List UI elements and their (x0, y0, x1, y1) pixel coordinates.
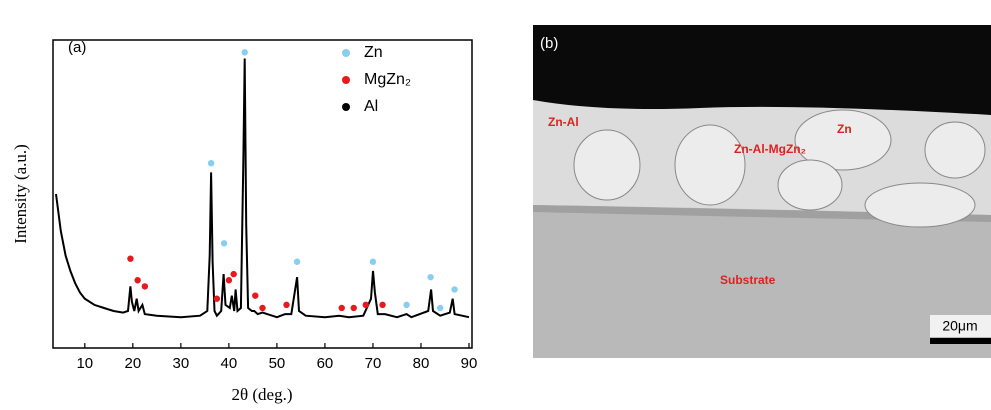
x-tick-label: 30 (173, 355, 190, 372)
legend-marker (342, 76, 350, 84)
peak-marker (230, 271, 236, 277)
x-tick-label: 80 (413, 355, 430, 372)
panel-label: (b) (540, 35, 558, 52)
peak-marker (214, 296, 220, 302)
x-axis-label: 2θ (deg.) (231, 385, 292, 404)
peak-marker (403, 302, 409, 308)
phase-label: Zn-Al (548, 115, 579, 129)
x-tick-label: 60 (317, 355, 334, 372)
x-tick-label: 10 (76, 355, 93, 372)
peak-marker (142, 283, 148, 289)
sem-image (533, 25, 991, 358)
legend-label: Zn (364, 44, 383, 61)
panel-label: (a) (68, 39, 86, 56)
peak-marker (259, 305, 265, 311)
legend-label: MgZn₂ (364, 71, 411, 88)
peak-marker (252, 292, 258, 298)
phase-label: Substrate (720, 273, 776, 287)
peak-marker (127, 255, 133, 261)
peak-marker (379, 302, 385, 308)
phase-label: Zn (837, 122, 852, 136)
peak-marker (363, 302, 369, 308)
peak-marker (221, 240, 227, 246)
phase-label: Zn-Al-MgZn₂ (734, 142, 806, 156)
x-tick-label: 50 (269, 355, 286, 372)
peak-marker (437, 305, 443, 311)
x-tick-label: 70 (365, 355, 382, 372)
figure: (b) Zn-Al Zn Zn-Al-MgZn₂ Substrate 20μm … (0, 0, 991, 410)
peak-marker (351, 305, 357, 311)
peak-marker (134, 277, 140, 283)
x-tick-label: 90 (461, 355, 478, 372)
peak-marker (294, 259, 300, 265)
y-axis-label: Intensity (a.u.) (11, 144, 30, 244)
xrd-line (56, 59, 469, 318)
x-tick-label: 40 (221, 355, 238, 372)
x-tick-label: 20 (124, 355, 141, 372)
legend-label: Al (364, 98, 378, 115)
peak-marker (427, 274, 433, 280)
peak-marker (226, 277, 232, 283)
scale-bar-label: 20μm (942, 318, 977, 334)
peak-marker (283, 302, 289, 308)
legend-marker (342, 103, 350, 111)
peak-marker (370, 259, 376, 265)
peak-marker (242, 49, 248, 55)
legend-marker (342, 49, 350, 57)
peak-marker (208, 160, 214, 166)
peak-marker (339, 305, 345, 311)
peak-marker (451, 286, 457, 292)
